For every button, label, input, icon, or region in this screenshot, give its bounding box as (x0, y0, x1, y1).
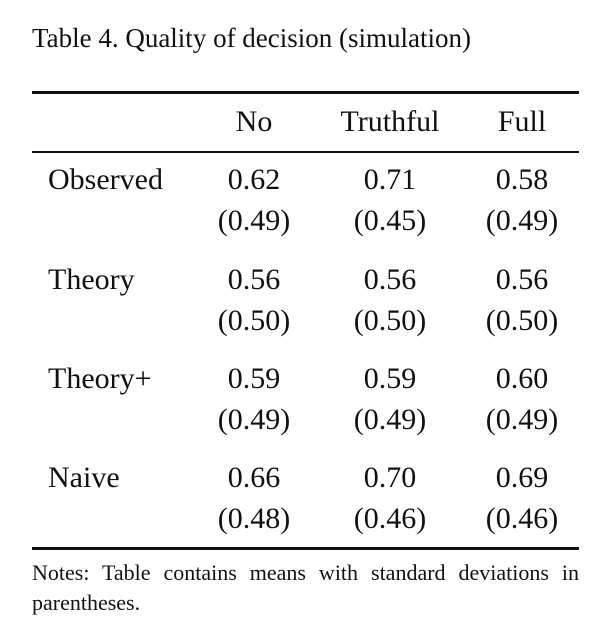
sd-value: (0.50) (353, 304, 427, 337)
sd-value: (0.45) (353, 204, 427, 237)
sd-value: (0.49) (485, 204, 559, 237)
column-header-truthful: Truthful (340, 105, 440, 138)
sd-value: (0.46) (353, 502, 427, 535)
mean-value: 0.62 (227, 163, 281, 196)
mean-value: 0.69 (495, 461, 549, 494)
sd-value: (0.50) (485, 304, 559, 337)
row-label: Theory (48, 263, 135, 296)
sd-value: (0.49) (217, 204, 291, 237)
header-rule (32, 151, 579, 153)
column-header-full: Full (497, 105, 547, 138)
row-label: Naive (48, 461, 120, 494)
sd-value: (0.49) (485, 403, 559, 436)
mean-value: 0.58 (495, 163, 549, 196)
sd-value: (0.46) (485, 502, 559, 535)
mean-value: 0.56 (495, 263, 549, 296)
mean-value: 0.71 (363, 163, 417, 196)
table-header: No Truthful Full (32, 94, 579, 151)
mean-value: 0.56 (227, 263, 281, 296)
sd-value: (0.48) (217, 502, 291, 535)
sd-value: (0.49) (217, 403, 291, 436)
mean-value: 0.60 (495, 362, 549, 395)
mean-value: 0.66 (227, 461, 281, 494)
mean-value: 0.59 (227, 362, 281, 395)
sd-value: (0.49) (353, 403, 427, 436)
bottom-rule (32, 547, 579, 550)
row-label: Observed (48, 163, 163, 196)
top-rule (32, 91, 579, 94)
table-notes: Notes: Table contains means with standar… (32, 560, 579, 615)
column-header-no: No (235, 105, 273, 138)
sd-value: (0.50) (217, 304, 291, 337)
mean-value: 0.70 (363, 461, 417, 494)
row-label: Theory+ (48, 362, 152, 395)
table-title: Table 4. Quality of decision (simulation… (32, 23, 472, 53)
mean-value: 0.56 (363, 263, 417, 296)
mean-value: 0.59 (363, 362, 417, 395)
